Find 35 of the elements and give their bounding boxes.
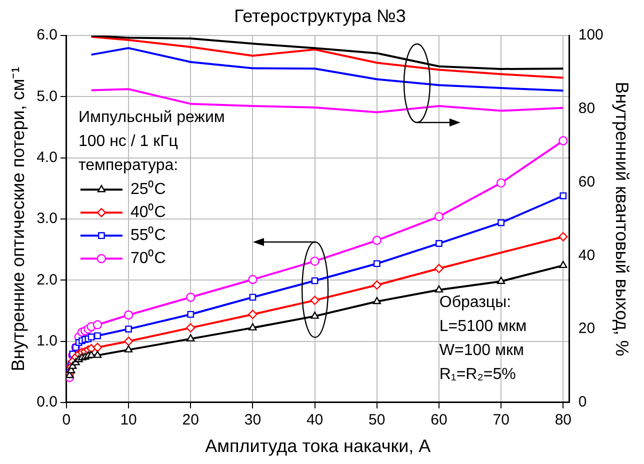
- y-tick-label: 2.0: [36, 271, 58, 288]
- legend-label: 55⁰C: [130, 226, 166, 244]
- y-tick-label: 6.0: [36, 26, 58, 44]
- y2-tick-label: 100: [578, 26, 604, 44]
- x-tick-label: 40: [306, 412, 324, 429]
- y-axis-title: Внутренние оптические потери, см⁻¹: [8, 66, 28, 372]
- y2-tick-label: 80: [578, 100, 596, 118]
- annotation: L=5100 мкм: [439, 318, 527, 335]
- legend-label: 70⁰C: [130, 249, 166, 268]
- annotation: W=100 мкм: [439, 342, 524, 359]
- x-tick-label: 50: [368, 412, 386, 429]
- legend-label: 25⁰C: [130, 180, 166, 198]
- annotation: Образцы:: [439, 294, 512, 311]
- chart-title: Гетероструктура №3: [234, 6, 406, 26]
- legend-title: Импульсный режим 100 нс / 1 кГц температура:: [78, 109, 225, 174]
- y-tick-label: 3.0: [36, 210, 58, 228]
- y2-tick-label: 0: [578, 394, 587, 411]
- x-tick-label: 10: [120, 412, 137, 429]
- annotation: R₁=R₂=5%: [439, 366, 516, 383]
- y2-tick-label: 60: [578, 173, 596, 190]
- y2-tick-label: 40: [578, 246, 596, 264]
- y-tick-label: 5.0: [36, 88, 58, 105]
- y2-axis-title: Внутренний квантовый выход, %: [612, 82, 632, 356]
- y-tick-label: 4.0: [36, 149, 58, 166]
- legend-label: 40⁰C: [130, 203, 166, 222]
- x-tick-label: 20: [182, 412, 199, 429]
- y-tick-label: 0.0: [36, 394, 58, 411]
- y2-tick-label: 20: [578, 320, 596, 338]
- x-tick-label: 0: [62, 412, 71, 429]
- x-tick-label: 80: [554, 412, 572, 429]
- x-axis-title: Амплитуда тока накачки, А: [205, 436, 431, 456]
- x-tick-label: 70: [492, 412, 510, 429]
- x-tick-label: 60: [430, 412, 448, 429]
- y-tick-label: 1.0: [36, 332, 58, 350]
- x-tick-label: 30: [244, 412, 262, 429]
